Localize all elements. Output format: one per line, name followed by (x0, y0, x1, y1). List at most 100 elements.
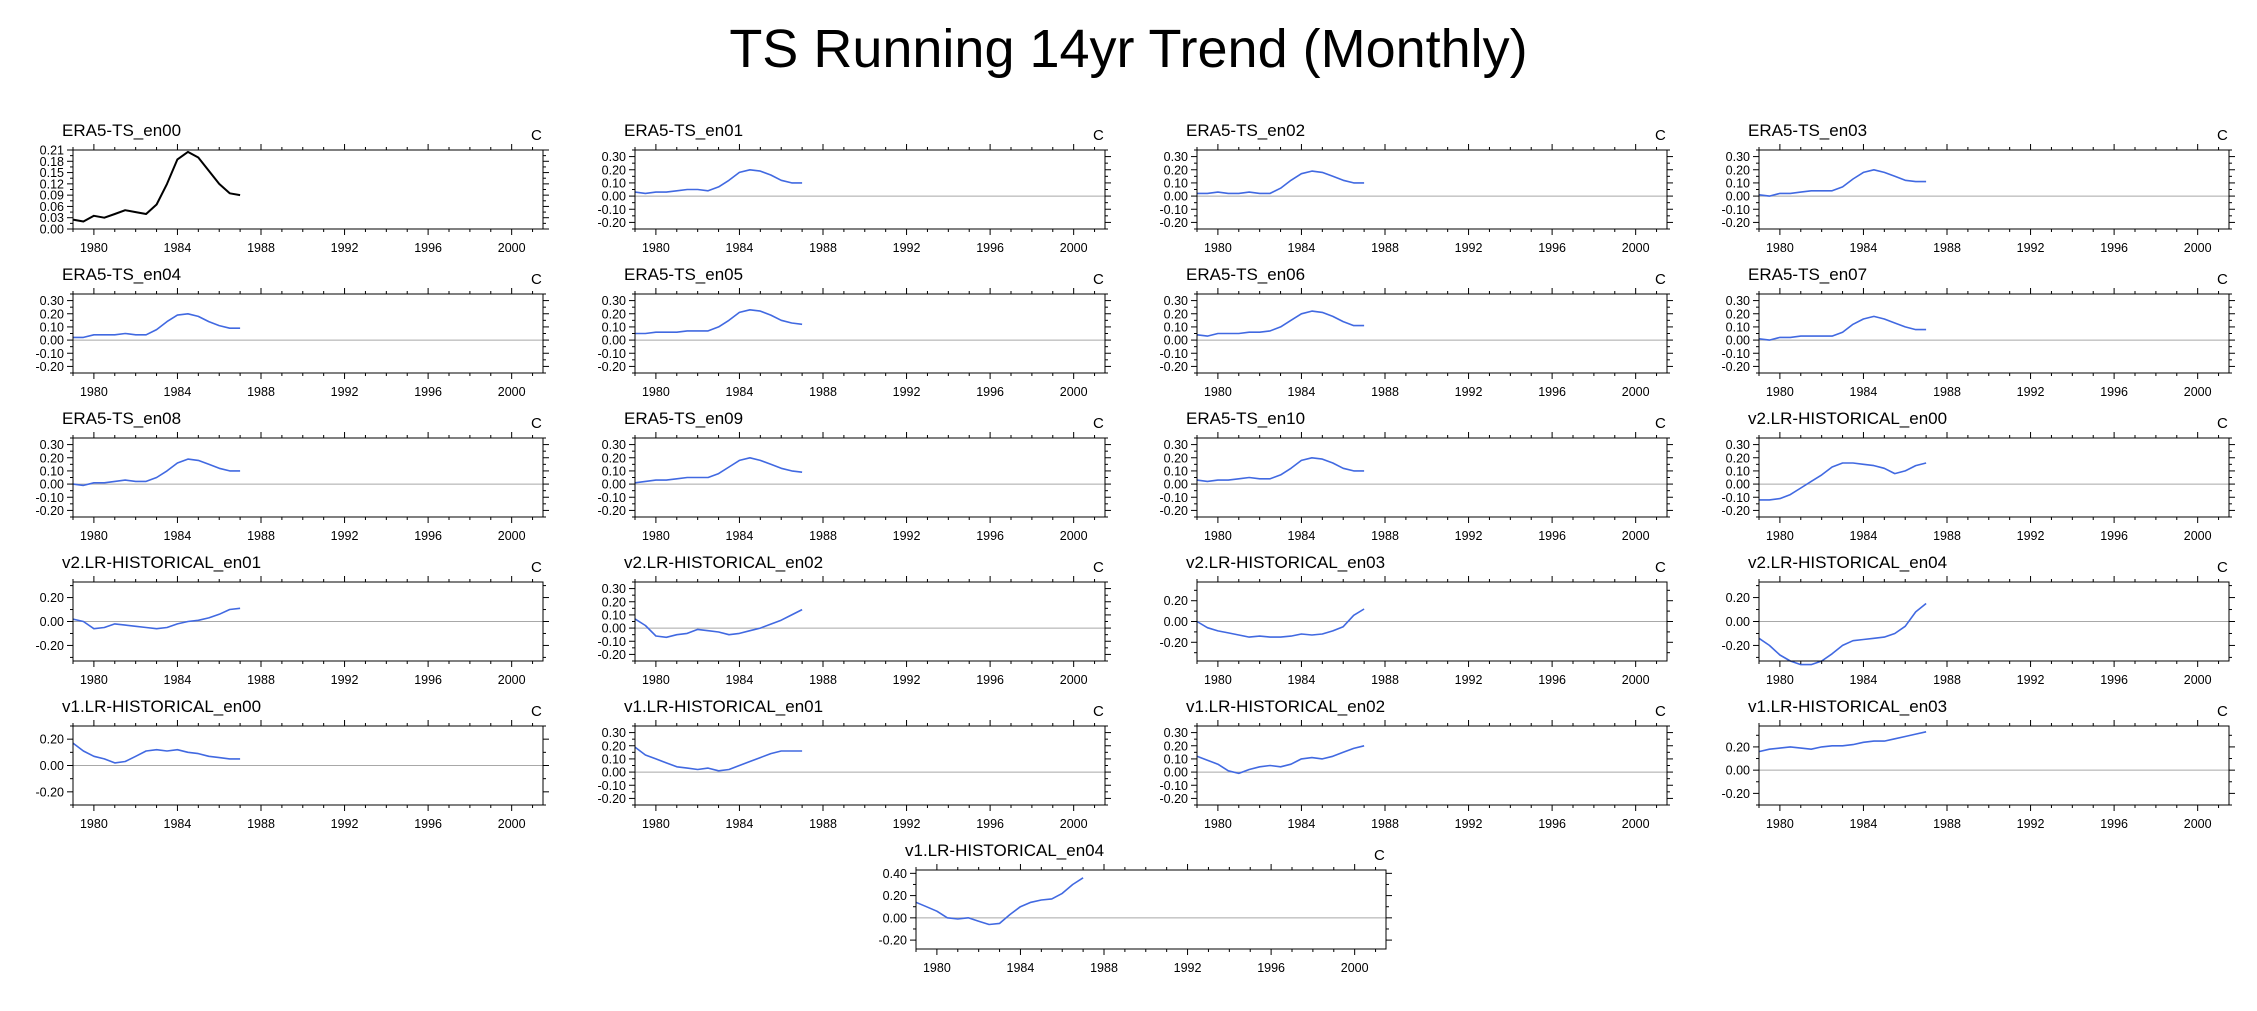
panel-title: ERA5-TS_en02 (1186, 121, 1305, 140)
panel-ERA5-TS_en00: ERA5-TS_en00 C 1980 1984 1988 1992 1996 2000 0.0… (40, 121, 549, 255)
y-tick-label: -0.20 (1160, 792, 1189, 806)
y-tick-label: 0.10 (1726, 176, 1750, 190)
y-tick-label: 0.20 (602, 739, 626, 753)
y-tick-label: -0.20 (36, 785, 65, 799)
plot-frame (634, 293, 1106, 374)
x-tick-label: 1996 (2100, 241, 2128, 255)
panel-unit: C (2217, 271, 2228, 288)
y-tick-label: -0.20 (1722, 639, 1751, 653)
x-tick-label: 1984 (1288, 385, 1316, 399)
y-tick-label: 0.30 (602, 726, 626, 740)
y-tick-label: 0.00 (1726, 190, 1750, 204)
panel-title: ERA5-TS_en04 (62, 265, 181, 284)
y-tick-label: 0.00 (1726, 334, 1750, 348)
panel-ERA5-TS_en07: ERA5-TS_en07 C 1980 1984 1988 1992 1996 2000 -0.… (1722, 265, 2235, 399)
panel-ERA5-TS_en03: ERA5-TS_en03 C 1980 1984 1988 1992 1996 2000 -0.… (1722, 121, 2235, 255)
x-tick-label: 1992 (331, 529, 359, 543)
x-tick-label: 2000 (2184, 385, 2212, 399)
x-tick-label: 2000 (498, 241, 526, 255)
y-tick-label: 0.09 (40, 189, 64, 203)
panel-title: ERA5-TS_en05 (624, 265, 743, 284)
x-tick-label: 1992 (2017, 673, 2045, 687)
series-line (1758, 731, 1927, 753)
y-tick-label: 0.18 (40, 155, 64, 169)
plot-frame (1196, 437, 1668, 518)
y-tick-label: -0.20 (1160, 636, 1189, 650)
panel-v1.LR-HISTORICAL_en04: v1.LR-HISTORICAL_en04 C 1980 1984 1988 1992 19… (879, 841, 1392, 975)
panel-title: v2.LR-HISTORICAL_en00 (1748, 409, 1947, 428)
x-tick-label: 1996 (414, 529, 442, 543)
y-tick-label: -0.10 (1160, 779, 1189, 793)
x-tick-label: 1988 (1371, 817, 1399, 831)
y-tick-label: 0.30 (1164, 150, 1188, 164)
y-tick-label: -0.20 (598, 360, 627, 374)
y-tick-label: 0.00 (40, 334, 64, 348)
y-tick-label: 0.20 (1164, 594, 1188, 608)
x-tick-label: 2000 (1622, 817, 1650, 831)
y-tick-label: 0.00 (1164, 766, 1188, 780)
panel-ERA5-TS_en10: ERA5-TS_en10 C 1980 1984 1988 1992 1996 2000 -0.… (1160, 409, 1673, 543)
y-tick-label: 0.10 (40, 464, 64, 478)
x-tick-label: 1996 (976, 529, 1004, 543)
y-tick-label: 0.00 (40, 759, 64, 773)
y-tick-label: -0.10 (1722, 347, 1751, 361)
panel-ERA5-TS_en09: ERA5-TS_en09 C 1980 1984 1988 1992 1996 2000 -0.… (598, 409, 1111, 543)
x-tick-label: 1996 (1257, 961, 1285, 975)
y-tick-label: 0.00 (40, 478, 64, 492)
panel-ERA5-TS_en08: ERA5-TS_en08 C 1980 1984 1988 1992 1996 2000 -0.… (36, 409, 549, 543)
y-tick-label: 0.15 (40, 166, 64, 180)
x-tick-label: 2000 (1060, 241, 1088, 255)
x-tick-label: 2000 (1622, 529, 1650, 543)
y-tick-label: 0.00 (602, 766, 626, 780)
y-tick-label: -0.20 (879, 934, 908, 948)
y-tick-label: 0.20 (602, 163, 626, 177)
series-line (1758, 169, 1927, 197)
panel-title: ERA5-TS_en03 (1748, 121, 1867, 140)
series-line (72, 458, 241, 487)
x-tick-label: 1988 (1933, 673, 1961, 687)
y-tick-label: 0.10 (1726, 320, 1750, 334)
x-tick-label: 1992 (331, 241, 359, 255)
x-tick-label: 1996 (414, 385, 442, 399)
x-tick-label: 1988 (247, 529, 275, 543)
y-tick-label: 0.30 (602, 150, 626, 164)
x-tick-label: 1992 (2017, 241, 2045, 255)
x-tick-label: 1984 (1288, 817, 1316, 831)
x-tick-label: 1996 (2100, 385, 2128, 399)
y-tick-label: -0.20 (598, 504, 627, 518)
y-tick-label: 0.00 (1726, 478, 1750, 492)
x-tick-label: 1992 (893, 241, 921, 255)
x-tick-label: 1984 (1850, 241, 1878, 255)
x-tick-label: 1988 (1090, 961, 1118, 975)
x-tick-label: 2000 (1622, 673, 1650, 687)
y-tick-label: -0.10 (1722, 491, 1751, 505)
y-tick-label: 0.20 (883, 889, 907, 903)
x-tick-label: 1980 (80, 385, 108, 399)
panel-title: ERA5-TS_en01 (624, 121, 743, 140)
y-tick-label: -0.10 (36, 491, 65, 505)
plot-frame (915, 869, 1387, 950)
x-tick-label: 1988 (247, 817, 275, 831)
y-tick-label: 0.20 (1726, 163, 1750, 177)
y-tick-label: 0.00 (883, 911, 907, 925)
y-tick-label: 0.03 (40, 211, 64, 225)
panel-unit: C (1655, 271, 1666, 288)
series-line (1758, 602, 1927, 666)
panel-ERA5-TS_en06: ERA5-TS_en06 C 1980 1984 1988 1992 1996 2000 -0.… (1160, 265, 1673, 399)
panel-title: v2.LR-HISTORICAL_en02 (624, 553, 823, 572)
panel-unit: C (1093, 271, 1104, 288)
x-tick-label: 1992 (1455, 385, 1483, 399)
x-tick-label: 1980 (1766, 241, 1794, 255)
panel-ERA5-TS_en04: ERA5-TS_en04 C 1980 1984 1988 1992 1996 2000 -0.… (36, 265, 549, 399)
y-tick-label: 0.10 (1164, 464, 1188, 478)
y-tick-label: 0.20 (40, 591, 64, 605)
x-tick-label: 1996 (414, 817, 442, 831)
x-tick-label: 1996 (976, 241, 1004, 255)
plot-frame (1196, 293, 1668, 374)
y-tick-label: -0.20 (1160, 216, 1189, 230)
x-tick-label: 2000 (498, 385, 526, 399)
x-tick-label: 1992 (2017, 385, 2045, 399)
y-tick-label: 0.00 (602, 334, 626, 348)
series-line (73, 312, 241, 339)
x-tick-label: 1988 (809, 385, 837, 399)
